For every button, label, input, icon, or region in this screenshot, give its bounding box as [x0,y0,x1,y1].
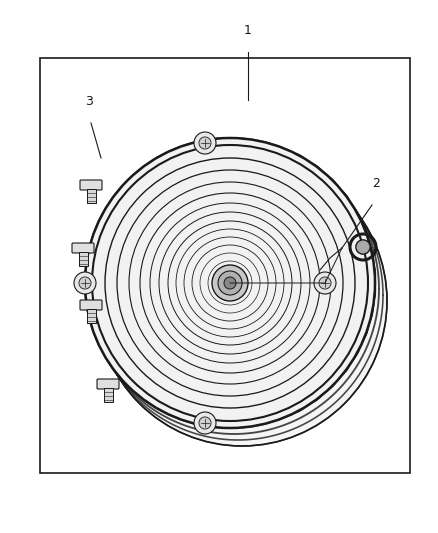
FancyBboxPatch shape [80,180,102,190]
Text: 2: 2 [372,177,380,190]
Circle shape [194,132,216,154]
Bar [103,388,113,402]
FancyBboxPatch shape [72,243,94,253]
Circle shape [79,277,91,289]
Circle shape [212,265,248,301]
Circle shape [194,412,216,434]
Circle shape [85,138,375,428]
Circle shape [97,156,387,446]
Bar [40,58,410,473]
Polygon shape [292,153,376,413]
Bar [78,252,88,266]
Bar [86,309,95,323]
Bar [86,189,95,203]
Circle shape [356,240,370,254]
FancyBboxPatch shape [80,300,102,310]
Circle shape [218,271,242,295]
Text: 3: 3 [85,95,93,108]
Circle shape [314,272,336,294]
Text: 1: 1 [244,24,252,37]
Circle shape [74,272,96,294]
Circle shape [224,277,236,289]
FancyBboxPatch shape [97,379,119,389]
Circle shape [199,417,211,429]
Circle shape [199,137,211,149]
Circle shape [319,277,331,289]
